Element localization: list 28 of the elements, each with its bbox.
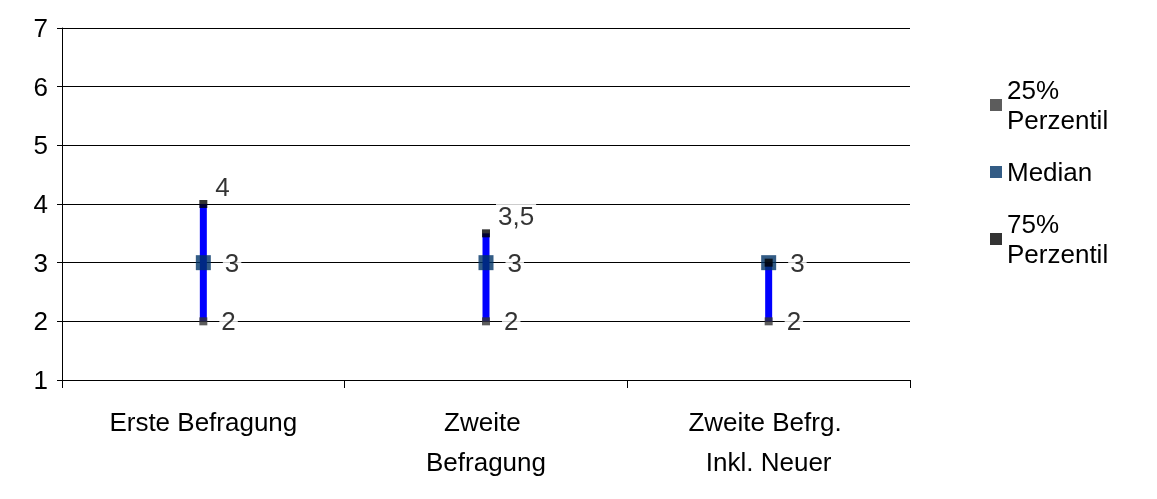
x-tick-label: Zweite Befrg. Inkl. Neuer [688,407,849,477]
legend-label: Median [1007,157,1093,187]
point [199,200,208,208]
y-tick-label: 5 [33,130,48,161]
y-tick-label: 2 [33,306,48,337]
point [478,255,494,271]
legend-label: 75% Perzentil [1007,209,1109,269]
data-label: 4 [215,172,230,202]
y-tick-label: 7 [33,13,48,43]
y-tick-label: 4 [33,189,48,219]
data-label: 3 [790,247,805,278]
x-tick-label: Zweite Befragung [426,407,546,477]
data-label: 3 [507,247,522,278]
legend-label: 25% Perzentil [1007,75,1109,135]
point [482,317,490,326]
data-label: 2 [221,306,236,337]
point [199,317,208,326]
data-label: 3 [224,247,240,278]
y-tick-label: 1 [33,365,48,395]
data-label: 3,5 [498,201,535,232]
point [482,229,490,238]
data-label: 2 [504,306,519,337]
x-tick-label: Erste Befragung [109,407,298,437]
point [195,255,211,271]
data-label: 2 [786,306,802,337]
y-tick-label: 6 [33,71,48,102]
point [764,317,773,326]
y-tick-label: 3 [33,247,48,278]
